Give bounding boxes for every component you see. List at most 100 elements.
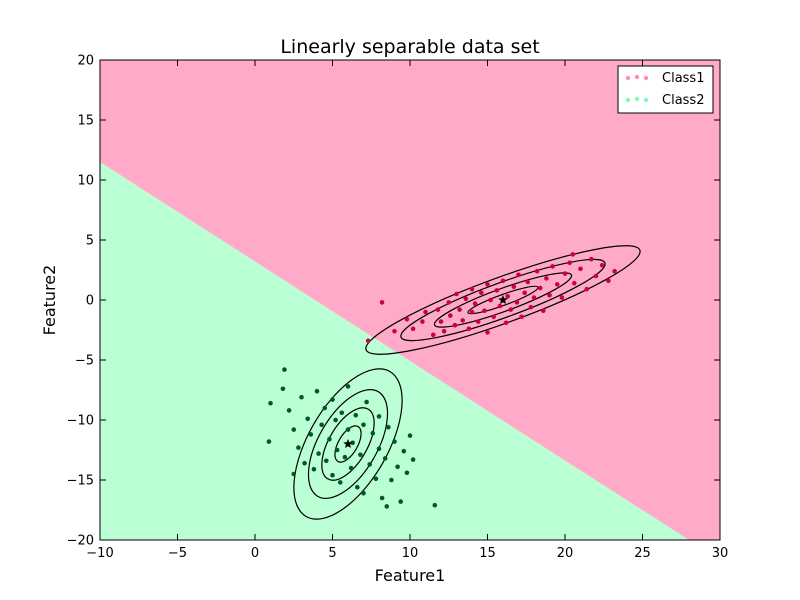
x-tick-label: 25 — [634, 546, 651, 561]
data-point — [593, 273, 599, 279]
x-axis-ticks: −10 −5 0 5 10 15 20 25 30 — [86, 60, 728, 561]
data-point — [432, 502, 438, 508]
x-tick-label: 15 — [479, 546, 496, 561]
data-point — [482, 308, 487, 314]
class-means — [343, 295, 508, 449]
x-tick-label: 5 — [328, 546, 336, 561]
data-point — [311, 466, 317, 472]
data-point — [392, 328, 397, 334]
x-axis-label: Feature1 — [375, 566, 446, 585]
data-point — [466, 326, 472, 332]
data-point — [452, 322, 458, 328]
data-point — [508, 307, 514, 312]
data-point — [472, 301, 478, 306]
data-point — [469, 286, 475, 292]
data-point — [446, 300, 452, 305]
data-point — [345, 384, 351, 389]
data-point — [578, 266, 583, 272]
data-point — [519, 314, 524, 320]
gaussian-contours — [293, 245, 641, 520]
contour-ellipse — [334, 425, 362, 463]
x-tick-label: 0 — [251, 546, 259, 561]
data-point — [286, 408, 292, 413]
data-point — [537, 285, 543, 291]
data-point — [345, 427, 351, 432]
data-point — [463, 296, 469, 302]
data-point — [541, 308, 546, 314]
data-point — [485, 330, 490, 335]
data-point — [410, 457, 416, 462]
data-point — [350, 440, 355, 446]
legend-marker-dot — [625, 75, 631, 81]
legend-label-class2: Class2 — [662, 93, 704, 108]
contour-ellipse — [467, 285, 539, 315]
data-point — [398, 499, 404, 504]
data-point — [324, 458, 329, 464]
data-point — [330, 472, 335, 478]
legend-marker-dot — [643, 97, 649, 103]
y-tick-label: 10 — [77, 174, 94, 189]
data-point — [386, 424, 391, 430]
data-point — [500, 278, 506, 284]
data-point — [353, 412, 359, 418]
contour-ellipse — [321, 407, 375, 481]
mean-star-marker — [343, 439, 353, 449]
data-point — [342, 454, 348, 460]
data-point — [373, 476, 379, 482]
data-point — [505, 294, 510, 299]
legend-marker-dot — [634, 96, 640, 102]
data-point — [584, 286, 589, 292]
contour-ellipse — [307, 389, 389, 499]
data-point — [333, 417, 338, 423]
data-point — [355, 484, 360, 490]
data-point — [457, 307, 462, 312]
data-point — [454, 291, 459, 297]
legend: Class1 Class2 — [617, 65, 714, 114]
data-point — [516, 272, 521, 278]
mean-star-marker — [498, 295, 508, 305]
data-point — [567, 260, 572, 266]
legend-label-class1: Class1 — [662, 71, 704, 86]
data-point — [531, 295, 537, 300]
y-tick-label: −20 — [67, 534, 94, 549]
data-point — [475, 319, 481, 324]
data-point — [554, 282, 560, 287]
data-point — [420, 319, 425, 324]
contour-ellipse — [293, 368, 403, 520]
data-point — [423, 309, 428, 315]
data-point — [337, 480, 343, 485]
legend-marker-dot — [634, 74, 640, 80]
data-point — [528, 304, 534, 310]
data-point — [302, 460, 307, 466]
x-tick-label: −10 — [86, 546, 113, 561]
data-point — [339, 410, 345, 416]
data-point — [570, 252, 576, 257]
y-axis-ticks: −20 −15 −10 −5 0 5 10 15 20 — [67, 54, 720, 549]
data-point — [479, 290, 484, 296]
data-point — [376, 446, 382, 452]
data-point — [606, 278, 611, 284]
data-point — [460, 318, 466, 323]
y-tick-label: −15 — [67, 474, 94, 489]
data-point — [511, 284, 517, 290]
data-point — [379, 300, 385, 305]
data-point — [441, 328, 447, 334]
data-point — [327, 436, 332, 442]
contour-ellipse — [365, 245, 641, 355]
data-point — [612, 268, 617, 274]
data-point — [559, 295, 565, 300]
data-point — [392, 439, 397, 444]
x-tick-label: −5 — [168, 546, 187, 561]
data-point — [562, 271, 568, 276]
data-point — [291, 427, 297, 432]
data-point — [296, 445, 301, 450]
data-point — [305, 416, 311, 422]
y-tick-label: −10 — [67, 414, 94, 429]
data-point — [316, 451, 321, 456]
data-point — [404, 470, 410, 476]
data-point — [280, 386, 286, 392]
contour-ellipse — [400, 258, 606, 342]
x-tick-label: 10 — [402, 546, 419, 561]
data-point — [430, 332, 436, 338]
